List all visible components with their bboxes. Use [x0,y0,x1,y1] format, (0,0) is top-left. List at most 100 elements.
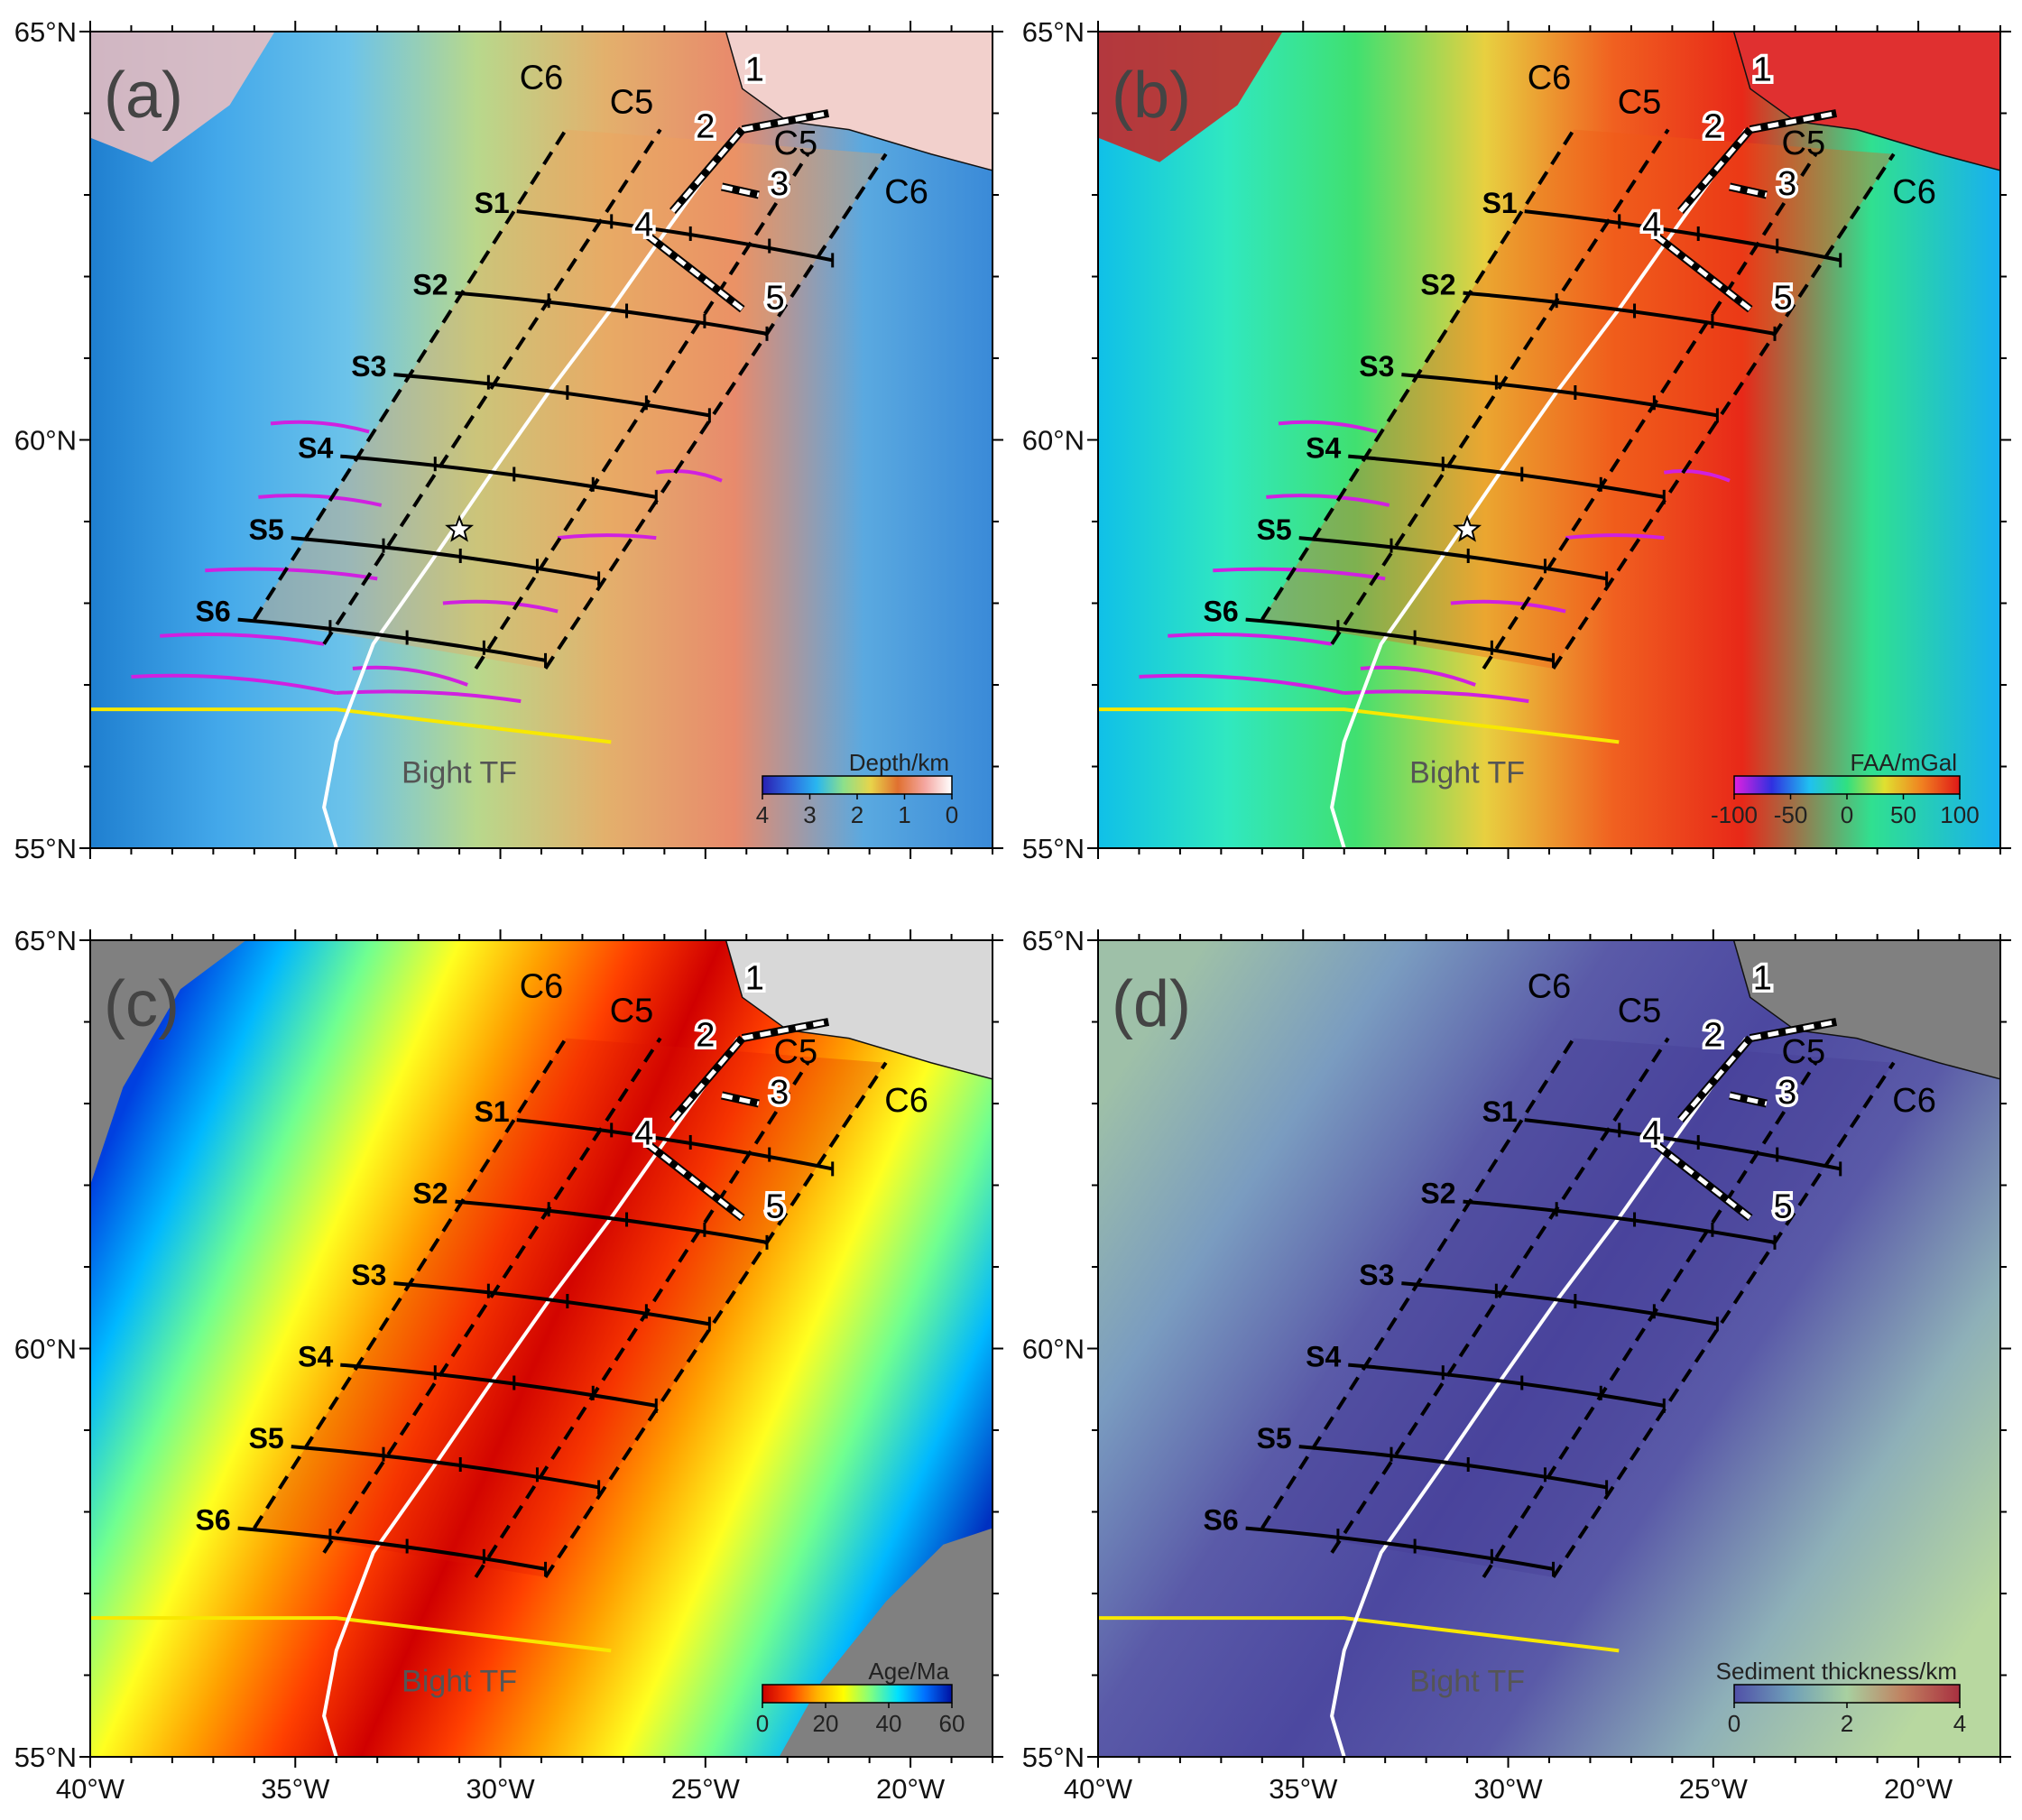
profile-label-s1: S1 [475,187,510,219]
profile-label-s3: S3 [351,350,386,383]
segment-label-5: 5 [766,1188,785,1226]
profile-line-s1 [516,209,834,263]
magnetic-lineation [1343,689,1529,704]
chron-label: C5 [774,125,818,162]
profile-line-s4 [340,1363,657,1408]
segment-bar-3 [646,234,744,311]
bight-tf-label: Bight TF [1409,1665,1525,1699]
lat-label: 60°N [14,1334,77,1365]
colorbar-tick-label: -100 [1711,801,1758,828]
map-background [90,32,993,848]
chron-label: C6 [884,173,928,211]
segment-bar-3 [1654,1142,1752,1220]
chron-isochron-2 [474,1061,810,1578]
panel-letter: (c) [104,968,180,1040]
magnetic-lineation [1266,494,1390,507]
segment-label-2: 2 [1703,108,1722,146]
profile-line-s5 [1298,536,1607,581]
lat-label: 65°N [1022,925,1085,956]
profile-label-s1: S1 [475,1095,510,1128]
chron-label: C5 [1618,993,1662,1030]
profile-label-s1: S1 [1482,187,1518,219]
lon-label: 20°W [876,1773,946,1805]
iceland-landmass [725,940,993,1080]
colorbar-tick-label: 0 [1841,801,1853,828]
colorbar [1733,775,1961,795]
lon-label: 40°W [1064,1773,1133,1805]
chron-label: C5 [1618,84,1662,122]
profile-label-s2: S2 [1420,269,1455,301]
spreading-band [254,1038,886,1577]
profile-line-s6 [237,1526,546,1571]
segment-bar-0 [1750,1020,1837,1041]
chron-label: C6 [1892,1082,1936,1120]
segment-label-4: 4 [634,206,653,244]
star-marker [1453,514,1482,542]
chron-isochron-2 [1482,1061,1818,1578]
profile-line-s2 [455,1199,768,1244]
segment-bar-outline-1 [1677,126,1754,215]
profile-label-s6: S6 [195,596,230,628]
segment-bar-0 [742,1020,829,1041]
profile-line-s5 [291,1445,599,1490]
lon-label: 20°W [1884,1773,1953,1805]
colorbar-tick-label: 50 [1890,801,1916,828]
lat-label: 55°N [1022,833,1085,864]
lat-label: 65°N [1022,16,1085,48]
colorbar-tick-label: 100 [1940,801,1979,828]
segment-bar-outline-1 [1677,1035,1754,1123]
profile-label-s4: S4 [298,1341,333,1373]
profile-label-s4: S4 [298,432,333,465]
map-background [1098,940,2000,1757]
chron-label: C6 [1528,967,1572,1005]
chron-isochron-3 [543,1061,888,1579]
iceland-landmass [1732,32,2000,171]
chron-label: C6 [1528,59,1572,97]
lat-label: 60°N [1022,425,1085,457]
segment-bar-3 [646,1142,744,1220]
panel-letter: (a) [104,60,183,132]
profile-label-s1: S1 [1482,1095,1518,1128]
colorbar-tick-label: 2 [1841,1710,1853,1737]
segment-label-5: 5 [1774,280,1793,318]
profile-line-s2 [1463,1199,1776,1244]
colorbar [1733,1684,1961,1704]
bight-transform-fault [90,1616,612,1653]
chron-isochron-3 [543,152,888,670]
colorbar-tick-label: 0 [1728,1710,1740,1737]
magnetic-lineation [1663,469,1731,483]
profile-line-s6 [1245,1526,1554,1571]
chron-label: C5 [610,84,654,122]
spreading-band [254,129,886,669]
bight-tf-label: Bight TF [1409,756,1525,790]
segment-bar-outline-1 [669,1035,746,1123]
profile-line-s5 [1298,1445,1607,1490]
magnetic-lineation [1565,533,1665,540]
profile-label-s6: S6 [1203,1504,1238,1537]
star-marker [445,514,475,542]
lat-label: 60°N [1022,1334,1085,1365]
magnetic-lineation [270,420,370,434]
map-panel-a: 65°N60°N55°N(a)S1S2S3S4S5S6C6C5C5C612345… [14,16,1003,864]
chron-label: C5 [774,1033,818,1071]
segment-label-3: 3 [1777,1074,1796,1112]
iceland-landmass [1732,940,2000,1080]
chron-isochron-1 [322,128,662,645]
segment-bar-2 [721,1093,760,1106]
segment-bar-0 [742,111,829,133]
ridge-axis [1330,128,1748,848]
magnetic-lineation [131,673,337,696]
bight-tf-label: Bight TF [402,1665,517,1699]
profile-label-s4: S4 [1306,1341,1341,1373]
map-background [1098,32,2000,848]
segment-bar-2 [1729,184,1768,198]
lon-label: 35°W [1269,1773,1338,1805]
magnetic-lineation [258,494,383,507]
segment-label-4: 4 [1642,206,1661,244]
colorbar-tick-label: 3 [803,801,816,828]
magnetic-lineation [1213,567,1386,581]
magnetic-lineation [1139,673,1345,696]
chron-label: C5 [1782,1033,1826,1071]
profile-label-s2: S2 [412,269,448,301]
